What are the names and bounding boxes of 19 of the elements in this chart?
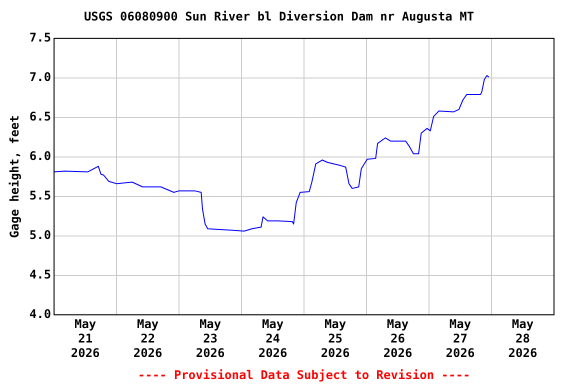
y-tick-label: 7.0 bbox=[29, 70, 52, 84]
x-tick-label: May 28 2026 bbox=[508, 317, 538, 360]
y-tick-label: 6.5 bbox=[29, 109, 52, 124]
y-tick-label: 7.5 bbox=[29, 30, 52, 45]
y-tick-label: 4.0 bbox=[29, 306, 52, 321]
x-tick-label: May 24 2026 bbox=[258, 317, 288, 360]
y-tick-label: 6.0 bbox=[29, 148, 52, 163]
chart-title: USGS 06080900 Sun River bl Diversion Dam nr Augusta MT bbox=[84, 9, 474, 24]
y-axis-title: Gage height, feet bbox=[7, 115, 22, 238]
y-tick-label: 4.5 bbox=[29, 267, 52, 282]
y-tick-label: 5.5 bbox=[29, 188, 52, 202]
x-tick-label: May 23 2026 bbox=[196, 317, 225, 360]
y-tick-label: 5.0 bbox=[29, 228, 52, 242]
text: ---- Provisional Data Subject to Revision ---- bbox=[138, 368, 470, 382]
x-tick-label: May 25 2026 bbox=[320, 317, 350, 360]
x-tick-label: May 27 2026 bbox=[446, 317, 475, 360]
x-tick-label: May 26 2026 bbox=[383, 317, 412, 360]
x-tick-label: May 22 2026 bbox=[133, 317, 162, 360]
x-tick-label: May 21 2026 bbox=[70, 317, 100, 360]
